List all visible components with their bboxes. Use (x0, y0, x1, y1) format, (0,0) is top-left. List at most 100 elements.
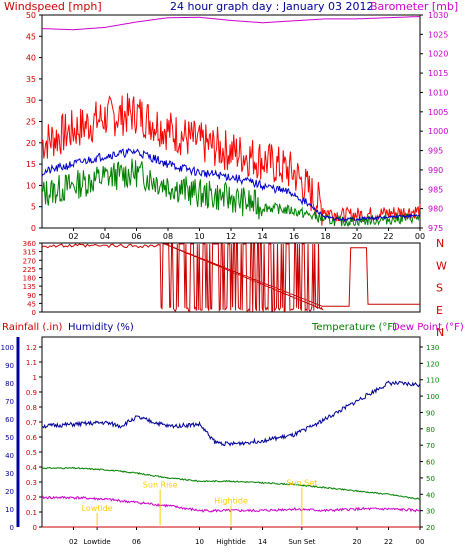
temperature-line (41, 466, 421, 500)
time-tick-label: 14 (258, 538, 267, 546)
time-tick-label: 02 (68, 232, 78, 241)
barometer-tick-label: 990 (428, 166, 443, 175)
barometer-tick-label: 975 (428, 224, 443, 233)
barometer-tick-label: 985 (428, 185, 443, 194)
rain-tick-label: 0.6 (26, 434, 38, 442)
time-tick-label: 00 (415, 232, 425, 241)
time-tick-label: 02 (69, 538, 78, 546)
wind-tick-label: 10 (26, 181, 36, 190)
annotation-label: Sun Set (286, 479, 317, 488)
temp-tick-label: 50 (426, 475, 435, 483)
humidity-tick-label: 70 (5, 398, 14, 406)
time-tick-label: 22 (384, 538, 393, 546)
temp-tick-label: 80 (426, 426, 435, 434)
wind-direction-line (41, 243, 420, 313)
windspeed-axis-label: Windspeed [mph] (4, 0, 102, 13)
wind-line (41, 158, 421, 227)
barometer-tick-label: 1000 (428, 127, 448, 136)
barometer-tick-label: 995 (428, 147, 443, 156)
wind-tick-label: 45 (26, 32, 36, 41)
wind-tick-label: 25 (26, 118, 36, 127)
wind-tick-label: 30 (26, 96, 36, 105)
wind-tick-label: 15 (26, 160, 36, 169)
barometer-tick-label: 980 (428, 205, 443, 214)
rain-tick-label: 0.4 (26, 464, 38, 472)
direction-tick-label: 45 (27, 300, 36, 308)
time-tick-label: 06 (132, 538, 141, 546)
direction-tick-label: 360 (23, 240, 36, 248)
time-tick-label: 06 (131, 232, 141, 241)
rain-tick-label: 1 (33, 374, 37, 382)
barometer-tick-label: 1010 (428, 88, 448, 97)
direction-tick-label: 135 (23, 283, 36, 291)
time-tick-label: Hightide (216, 538, 246, 546)
humidity-tick-label: 20 (5, 488, 14, 496)
temp-tick-label: 100 (426, 393, 439, 401)
compass-label: N (436, 326, 444, 339)
rain-tick-label: 1.2 (26, 344, 37, 352)
time-tick-label: 04 (100, 232, 110, 241)
wind-barometer-panel: Windspeed [mph] 24 hour graph day : Janu… (4, 0, 458, 241)
humidity-tick-label: 0 (10, 524, 14, 532)
rain-tick-label: 0.2 (26, 494, 37, 502)
temp-tick-label: 120 (426, 360, 439, 368)
humidity-tick-label: 50 (5, 434, 14, 442)
time-tick-label: 00 (416, 538, 425, 546)
wind-tick-label: 40 (26, 54, 36, 63)
rain-humidity-temp-panel: Rainfall (.in) Humidity (%) Temperature … (1, 322, 464, 546)
dewpoint-axis-label: Dew Point (°F) (392, 322, 464, 333)
rain-tick-label: 0.8 (26, 404, 37, 412)
time-tick-label: 14 (257, 232, 267, 241)
barometer-line (42, 16, 421, 31)
barometer-tick-label: 1005 (428, 108, 448, 117)
barometer-tick-label: 1020 (428, 50, 448, 59)
annotation-label: Hightide (214, 497, 248, 506)
compass-label: W (436, 259, 447, 272)
annotation-label: Lowtide (82, 504, 113, 513)
compass-label: N (436, 237, 444, 250)
wind-tick-label: 0 (31, 224, 36, 233)
rain-tick-label: 0.5 (26, 449, 37, 457)
rain-tick-label: 0.1 (26, 509, 37, 517)
temp-tick-label: 110 (426, 377, 439, 385)
rain-tick-label: 0 (33, 524, 37, 532)
gust-line (41, 93, 421, 226)
temp-tick-label: 20 (426, 524, 435, 532)
wind-tick-label: 5 (31, 203, 36, 212)
barometer-tick-label: 1025 (428, 30, 448, 39)
barometer-axis-label: Barometer [mb] (370, 0, 458, 13)
time-tick-label: 16 (289, 232, 299, 241)
direction-tick-label: 225 (23, 266, 36, 274)
wind-tick-label: 35 (26, 75, 36, 84)
temp-tick-label: 130 (426, 344, 439, 352)
barometer-tick-label: 1015 (428, 69, 448, 78)
time-tick-label: 20 (352, 232, 362, 241)
humidity-tick-label: 100 (1, 344, 14, 352)
annotation-label: Sun Rise (143, 480, 178, 489)
time-tick-label: Lowtide (84, 538, 111, 546)
humidity-axis-label: Humidity (%) (68, 322, 134, 333)
temp-tick-label: 60 (426, 459, 435, 467)
direction-tick-label: 270 (23, 257, 36, 265)
wind-tick-label: 20 (26, 139, 36, 148)
compass-label: S (436, 282, 443, 295)
time-tick-label: 20 (353, 538, 362, 546)
time-tick-label: 18 (320, 232, 330, 241)
barometer-tick-label: 1030 (428, 11, 448, 20)
compass-label: E (436, 304, 443, 317)
humidity-tick-label: 80 (5, 380, 14, 388)
temperature-axis-label: Temperature (°F) (311, 322, 397, 333)
wind-tick-label: 50 (26, 11, 36, 20)
time-tick-label: Sun Set (288, 538, 315, 546)
humidity-tick-label: 60 (5, 416, 14, 424)
direction-tick-label: 90 (27, 292, 36, 300)
time-tick-label: 10 (194, 232, 204, 241)
temp-tick-label: 40 (426, 491, 435, 499)
rain-tick-label: 0.3 (26, 479, 37, 487)
rain-tick-label: 0.9 (26, 389, 37, 397)
direction-tick-label: 180 (23, 275, 36, 283)
direction-tick-label: 0 (32, 309, 36, 317)
